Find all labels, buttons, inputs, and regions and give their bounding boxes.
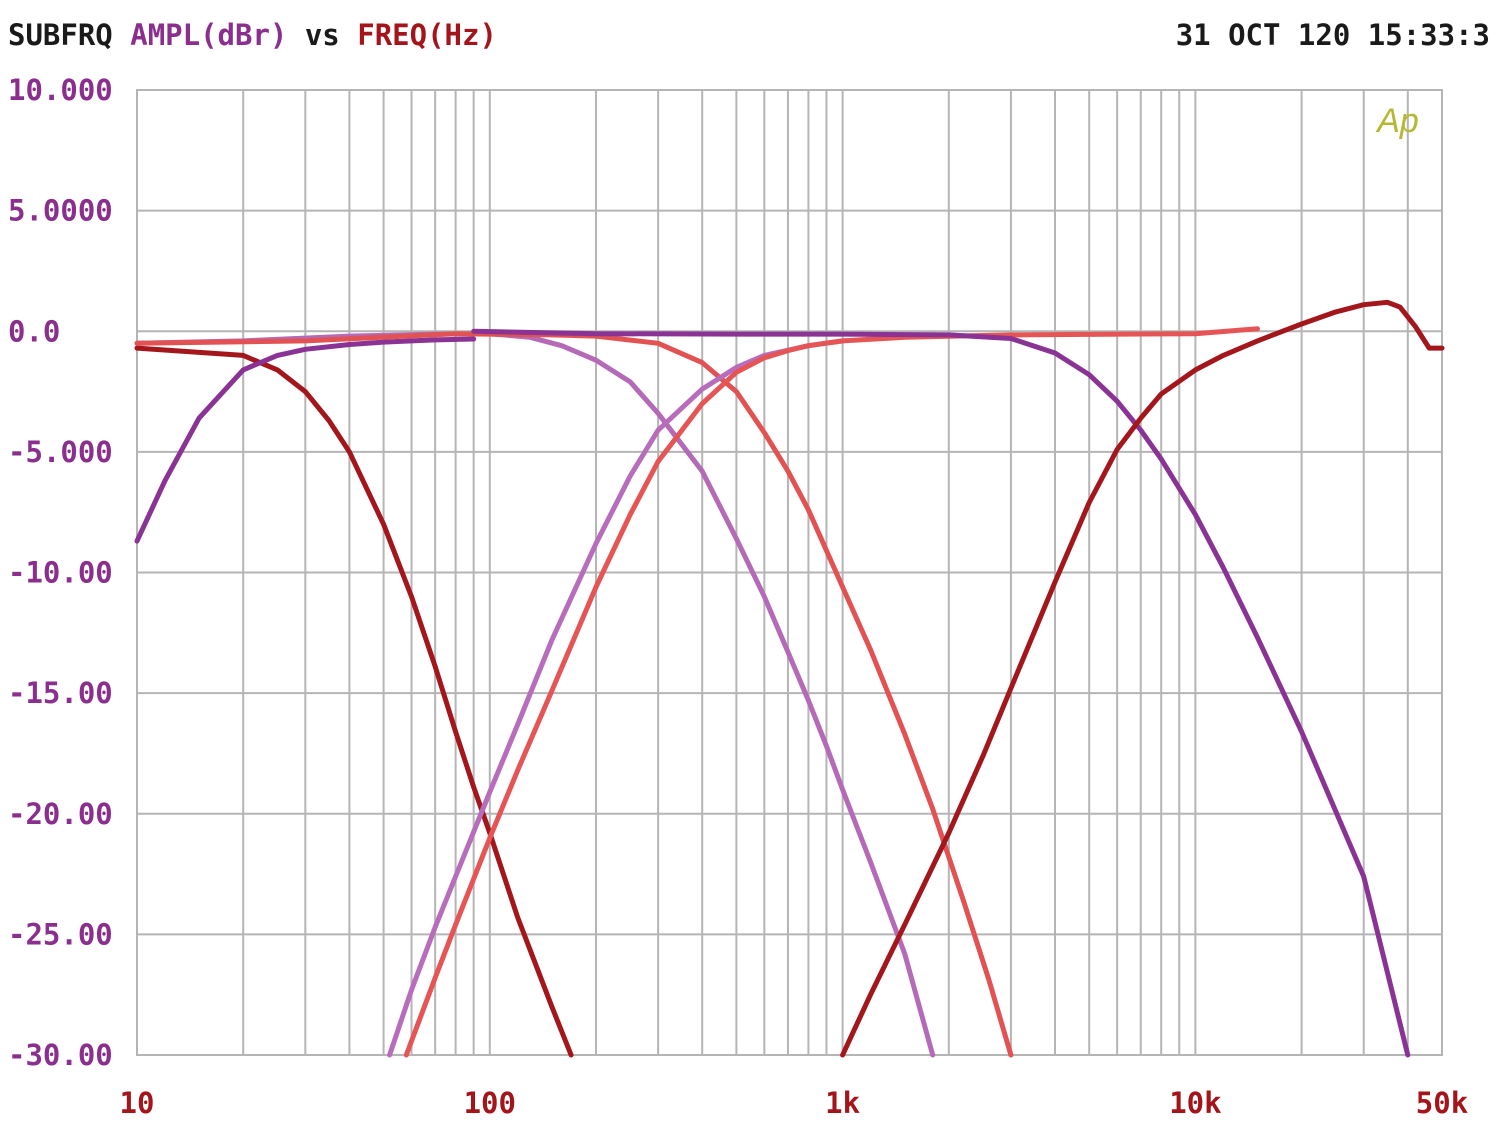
x-tick-label: 50k [1416,1086,1468,1120]
y-tick-label: 0.0 [8,314,60,348]
timestamp: 31 OCT 120 15:33:3 [1175,18,1490,52]
y-quantity-label: AMPL(dBr) [130,18,288,52]
x-tick-label: 100 [464,1086,516,1120]
y-tick-label: 10.000 [8,73,113,107]
series-line-3 [134,331,936,1058]
y-tick-label: -15.00 [8,676,113,710]
x-tick-label: 1k [825,1086,860,1120]
series-line-5 [387,338,846,1058]
series-line-7 [471,328,1411,1058]
sweep-name: SUBFRQ [8,18,113,52]
series-line-2 [134,336,477,544]
tick-labels: 10.000 5.0000 0.0 -5.000 -10.00 -15.00 -20.00 -… [8,73,1468,1120]
series-line-6 [403,326,1260,1058]
y-tick-label: 5.0000 [8,194,113,228]
x-tick-label: 10k [1169,1086,1221,1120]
series-line-4 [134,331,1014,1058]
x-quantity-label: FREQ(Hz) [357,18,497,52]
y-tick-label: -5.000 [8,435,113,469]
chart-header: SUBFRQ AMPL(dBr) vs FREQ(Hz) [8,18,497,52]
series-line-8 [840,299,1445,1058]
y-tick-label: -20.00 [8,797,113,831]
plot-grid [136,89,1443,1056]
ap-logo: Ap [1375,102,1419,140]
series-line-1 [134,345,574,1058]
series-layer [134,299,1445,1058]
y-tick-label: -10.00 [8,556,113,590]
vs-label: vs [304,18,340,52]
y-tick-label: -30.00 [8,1038,113,1072]
x-tick-label: 10 [120,1086,155,1120]
y-tick-label: -25.00 [8,917,113,951]
